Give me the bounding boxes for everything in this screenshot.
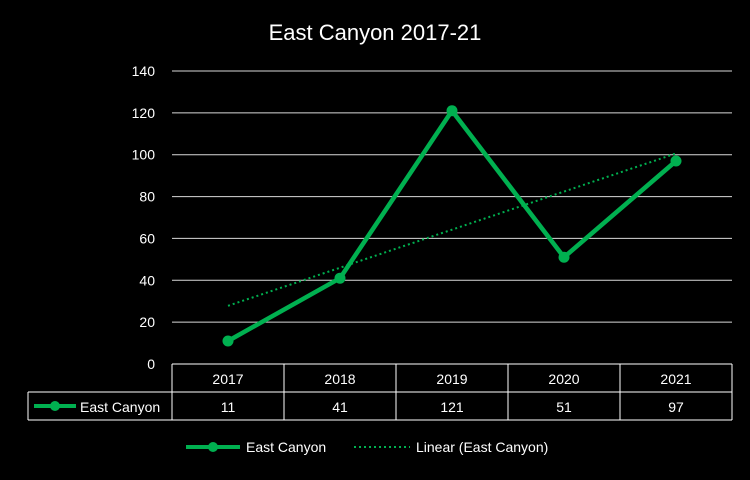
y-tick-label: 20 xyxy=(139,314,155,330)
trendline xyxy=(227,152,677,307)
x-category-label: 2017 xyxy=(212,371,243,387)
series-layer xyxy=(222,105,682,347)
y-tick-label: 80 xyxy=(139,189,155,205)
data-point xyxy=(670,155,682,167)
x-category-label: 2019 xyxy=(436,371,467,387)
y-tick-label: 40 xyxy=(139,272,155,288)
y-axis-tick-labels: 0 20 40 60 80 100 120 140 xyxy=(132,63,156,372)
y-tick-label: 100 xyxy=(132,147,156,163)
trendline-layer xyxy=(227,152,677,307)
x-category-label: 2021 xyxy=(660,371,691,387)
data-table-value: 11 xyxy=(221,399,236,415)
y-tick-label: 120 xyxy=(132,105,156,121)
data-table-value: 97 xyxy=(668,399,684,415)
data-point xyxy=(334,272,346,284)
data-table-value: 51 xyxy=(556,399,572,415)
legend-series-marker xyxy=(208,442,218,452)
y-tick-label: 60 xyxy=(139,230,155,246)
data-table: 2017 2018 2019 2020 2021 11 41 121 51 97 East Cany… xyxy=(27,363,733,421)
x-category-label: 2018 xyxy=(324,371,355,387)
data-table-value: 121 xyxy=(440,399,464,415)
data-table-value: 41 xyxy=(332,399,348,415)
legend-series-label: East Canyon xyxy=(246,439,326,455)
legend: East Canyon Linear (East Canyon) xyxy=(186,439,548,455)
table-series-label: East Canyon xyxy=(80,399,160,415)
y-tick-label: 0 xyxy=(147,356,155,372)
data-point xyxy=(222,335,234,347)
x-category-label: 2020 xyxy=(548,371,579,387)
table-series-key-marker xyxy=(50,401,60,411)
y-tick-label: 140 xyxy=(132,63,156,79)
data-point xyxy=(558,251,570,263)
legend-trendline-label: Linear (East Canyon) xyxy=(416,439,548,455)
series-line-east-canyon xyxy=(226,108,678,343)
data-point xyxy=(446,105,458,117)
chart-title: East Canyon 2017-21 xyxy=(269,20,482,45)
